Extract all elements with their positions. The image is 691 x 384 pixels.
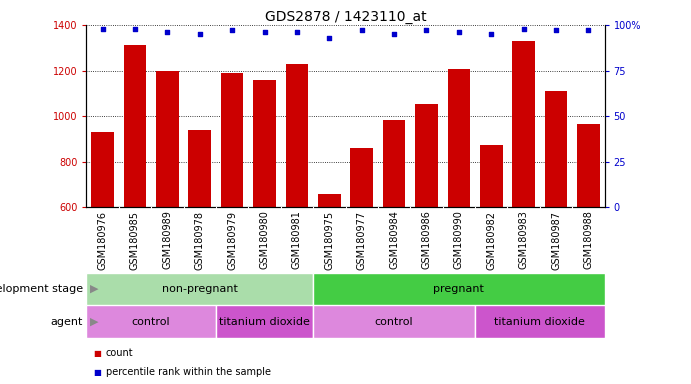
Text: GSM180981: GSM180981 bbox=[292, 210, 302, 270]
Point bbox=[162, 29, 173, 35]
Text: percentile rank within the sample: percentile rank within the sample bbox=[106, 367, 271, 377]
Bar bbox=[448, 70, 470, 207]
Text: GSM180980: GSM180980 bbox=[260, 210, 269, 270]
Text: ■: ■ bbox=[93, 368, 101, 377]
Text: ▶: ▶ bbox=[90, 316, 98, 327]
Bar bbox=[415, 104, 438, 207]
Text: control: control bbox=[132, 316, 171, 327]
Point bbox=[194, 31, 205, 37]
Text: GSM180990: GSM180990 bbox=[454, 210, 464, 270]
Text: development stage: development stage bbox=[0, 284, 83, 294]
Bar bbox=[285, 64, 308, 207]
Text: GSM180985: GSM180985 bbox=[130, 210, 140, 270]
Bar bbox=[124, 45, 146, 207]
Text: GSM180988: GSM180988 bbox=[583, 210, 594, 270]
Bar bbox=[86, 305, 216, 338]
Point bbox=[324, 35, 335, 41]
Text: GSM180977: GSM180977 bbox=[357, 210, 367, 270]
Text: titanium dioxide: titanium dioxide bbox=[219, 316, 310, 327]
Text: GSM180987: GSM180987 bbox=[551, 210, 561, 270]
Bar bbox=[383, 119, 406, 207]
Text: non-pregnant: non-pregnant bbox=[162, 284, 238, 294]
Text: control: control bbox=[375, 316, 413, 327]
Text: agent: agent bbox=[50, 316, 83, 327]
Text: GSM180979: GSM180979 bbox=[227, 210, 237, 270]
Bar bbox=[253, 79, 276, 207]
Bar bbox=[189, 130, 211, 207]
Bar bbox=[216, 305, 313, 338]
Text: GSM180984: GSM180984 bbox=[389, 210, 399, 270]
Point bbox=[259, 29, 270, 35]
Text: count: count bbox=[106, 348, 133, 358]
Point bbox=[453, 29, 464, 35]
Point bbox=[227, 27, 238, 33]
Text: GSM180976: GSM180976 bbox=[97, 210, 108, 270]
Bar bbox=[512, 41, 535, 207]
Text: pregnant: pregnant bbox=[433, 284, 484, 294]
Point bbox=[486, 31, 497, 37]
Bar bbox=[577, 124, 600, 207]
Bar bbox=[313, 273, 605, 305]
Text: GSM180983: GSM180983 bbox=[519, 210, 529, 270]
Bar bbox=[480, 145, 502, 207]
Text: GDS2878 / 1423110_at: GDS2878 / 1423110_at bbox=[265, 10, 426, 23]
Bar bbox=[91, 132, 114, 207]
Bar bbox=[350, 148, 373, 207]
Point bbox=[292, 29, 303, 35]
Bar bbox=[221, 73, 243, 207]
Point bbox=[518, 25, 529, 31]
Bar bbox=[545, 91, 567, 207]
Point bbox=[388, 31, 399, 37]
Point bbox=[97, 25, 108, 31]
Text: ■: ■ bbox=[93, 349, 101, 358]
Text: GSM180982: GSM180982 bbox=[486, 210, 496, 270]
Bar bbox=[318, 194, 341, 207]
Text: GSM180986: GSM180986 bbox=[422, 210, 431, 270]
Point bbox=[551, 27, 562, 33]
Text: GSM180989: GSM180989 bbox=[162, 210, 172, 270]
Text: titanium dioxide: titanium dioxide bbox=[494, 316, 585, 327]
Point bbox=[583, 27, 594, 33]
Text: GSM180975: GSM180975 bbox=[324, 210, 334, 270]
Text: ▶: ▶ bbox=[90, 284, 98, 294]
Bar bbox=[313, 305, 475, 338]
Bar bbox=[86, 273, 313, 305]
Point bbox=[421, 27, 432, 33]
Text: GSM180978: GSM180978 bbox=[195, 210, 205, 270]
Bar bbox=[156, 71, 179, 207]
Point bbox=[356, 27, 367, 33]
Bar bbox=[475, 305, 605, 338]
Point bbox=[129, 25, 140, 31]
